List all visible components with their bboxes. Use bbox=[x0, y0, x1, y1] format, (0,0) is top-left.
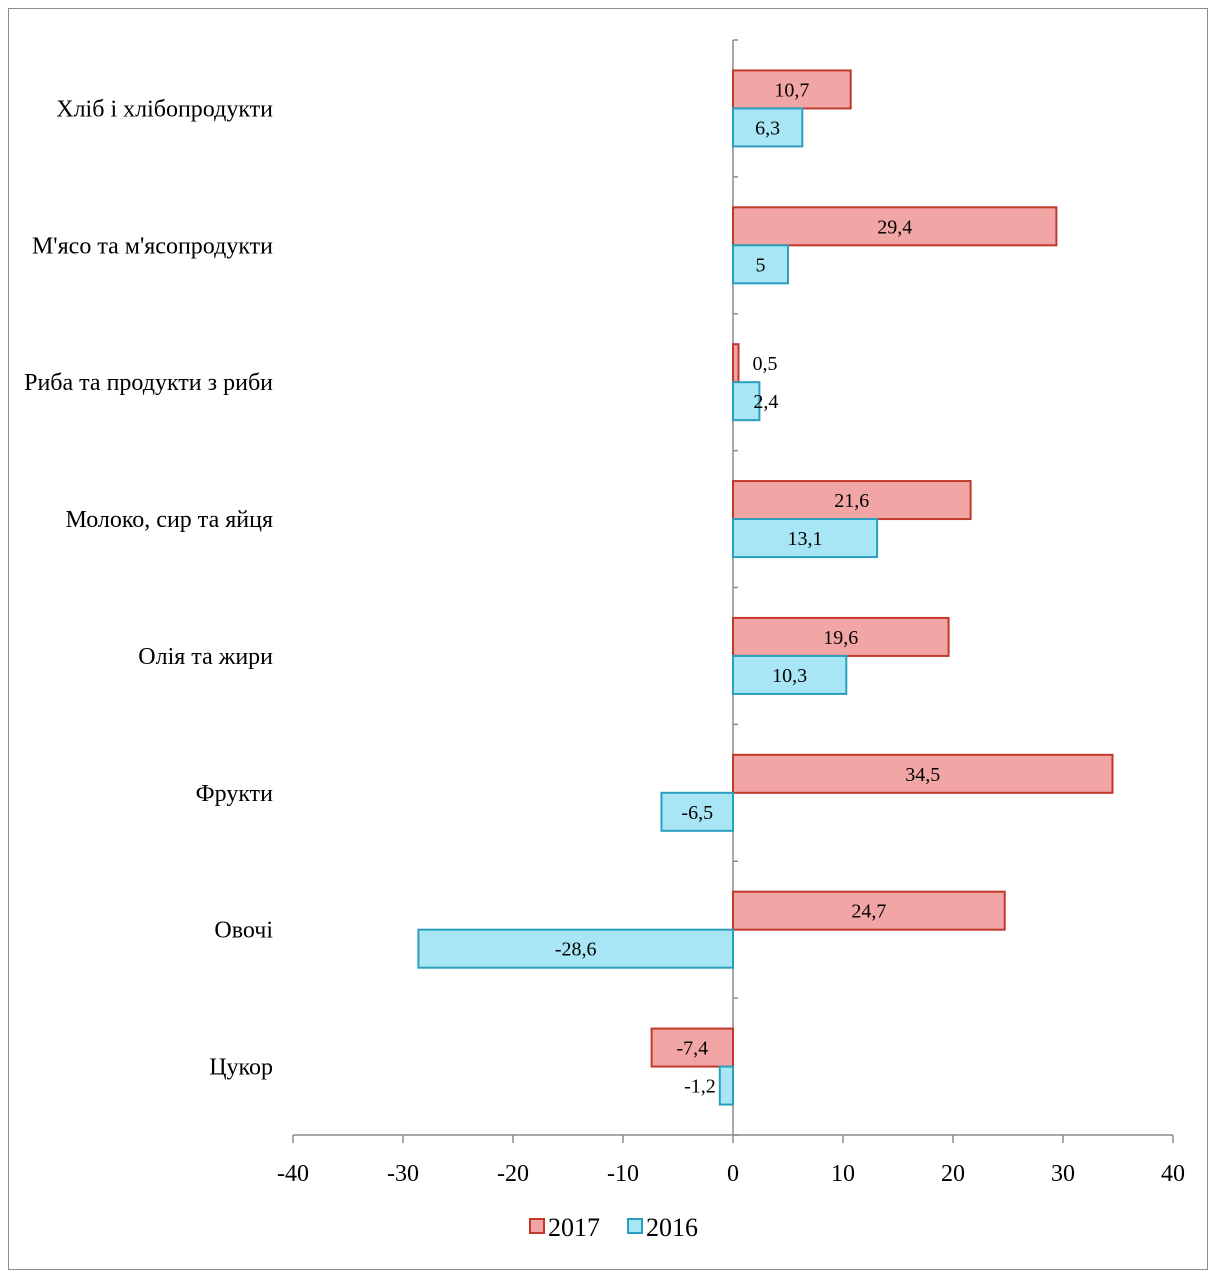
x-tick-label: -40 bbox=[277, 1161, 309, 1187]
legend-swatch-2017 bbox=[529, 1218, 545, 1234]
x-tick-label: 0 bbox=[727, 1161, 739, 1187]
category-label: Молоко, сир та яйця bbox=[65, 507, 273, 533]
x-tick-label: -20 bbox=[497, 1161, 529, 1187]
data-label: 0,5 bbox=[753, 353, 778, 375]
x-tick-label: -10 bbox=[607, 1161, 639, 1187]
category-label: Фрукти bbox=[196, 781, 273, 807]
data-label: 29,4 bbox=[877, 216, 912, 238]
category-label: Цукор bbox=[209, 1055, 273, 1081]
bar-2016 bbox=[660, 791, 734, 832]
bar-2017 bbox=[650, 1027, 734, 1068]
bar-2016 bbox=[732, 381, 761, 422]
x-tick-label: 30 bbox=[1051, 1161, 1075, 1187]
x-tick-label: 20 bbox=[941, 1161, 965, 1187]
x-tick-label: 10 bbox=[831, 1161, 855, 1187]
category-label: Хліб і хлібопродукти bbox=[56, 96, 273, 122]
category-label: Риба та продукти з риби bbox=[24, 370, 273, 396]
x-tick-label: 40 bbox=[1161, 1161, 1185, 1187]
bar-2017 bbox=[732, 69, 852, 110]
data-label: 24,7 bbox=[851, 901, 886, 923]
data-label: -6,5 bbox=[681, 802, 713, 824]
legend-label-2016: 2016 bbox=[646, 1213, 698, 1242]
data-label: -1,2 bbox=[684, 1076, 716, 1098]
category-label: Овочі bbox=[214, 918, 273, 944]
x-tick-label: -30 bbox=[387, 1161, 419, 1187]
data-label: 2,4 bbox=[753, 391, 778, 413]
data-label: -7,4 bbox=[676, 1038, 708, 1060]
bar-2016 bbox=[417, 928, 734, 969]
legend-label-2017: 2017 bbox=[548, 1213, 600, 1242]
data-label: 6,3 bbox=[755, 117, 780, 139]
bar-2017 bbox=[732, 890, 1006, 931]
data-label: 10,7 bbox=[774, 79, 809, 101]
bar-2016 bbox=[732, 244, 789, 285]
bar-2017 bbox=[732, 753, 1114, 794]
bar-2016 bbox=[732, 518, 879, 559]
bar-2016 bbox=[718, 1065, 734, 1106]
data-label: -28,6 bbox=[555, 939, 597, 961]
category-label: М'ясо та м'ясопродукти bbox=[32, 233, 273, 259]
data-label: 5 bbox=[756, 254, 766, 276]
bar-2017 bbox=[732, 343, 740, 384]
bar-2016 bbox=[732, 107, 804, 148]
bar-2017 bbox=[732, 616, 950, 657]
data-label: 21,6 bbox=[834, 490, 869, 512]
bar-2017 bbox=[732, 206, 1058, 247]
legend-swatch-2016 bbox=[627, 1218, 643, 1234]
category-label: Олія та жири bbox=[138, 644, 273, 670]
data-label: 10,3 bbox=[772, 665, 807, 687]
bar-2017 bbox=[732, 480, 972, 521]
data-label: 19,6 bbox=[823, 627, 858, 649]
data-label: 13,1 bbox=[788, 528, 823, 550]
data-label: 34,5 bbox=[905, 764, 940, 786]
bar-2016 bbox=[732, 654, 848, 695]
